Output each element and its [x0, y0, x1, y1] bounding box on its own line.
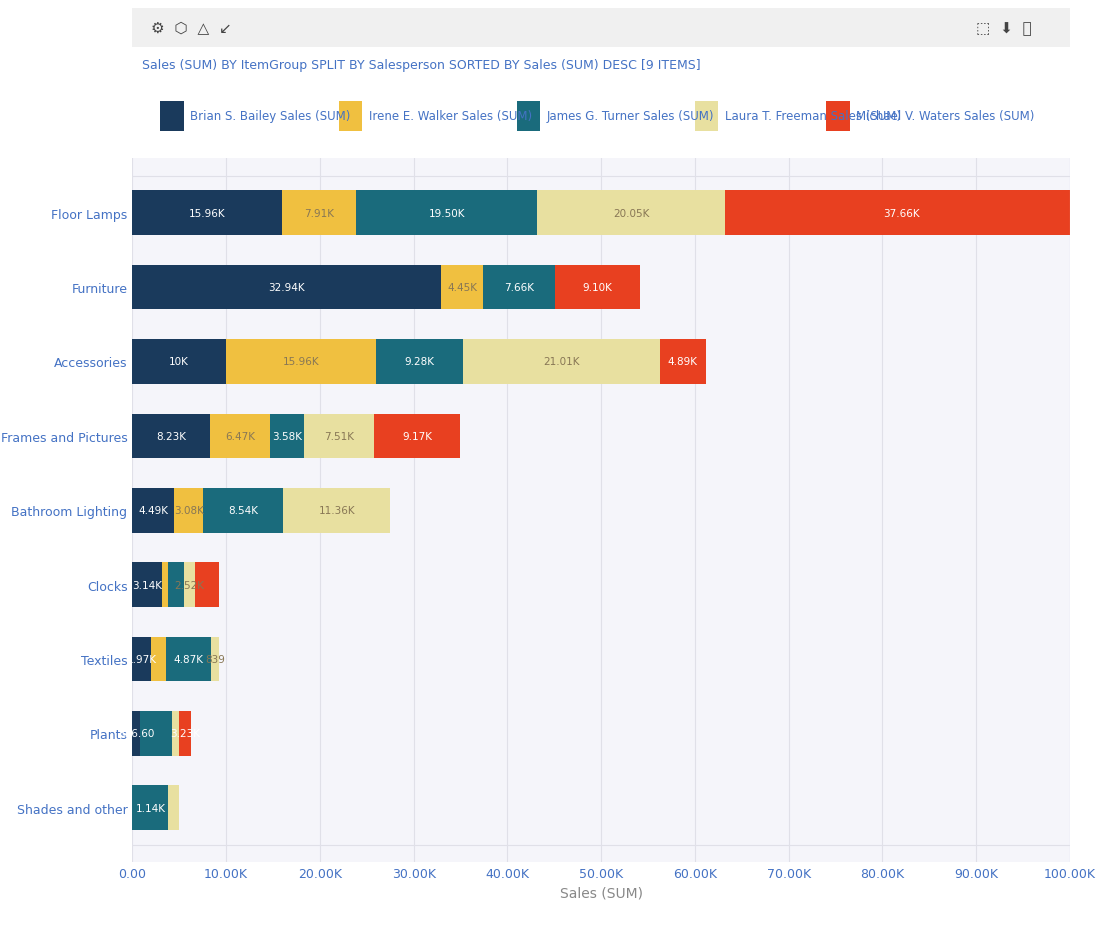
Text: 15.96K: 15.96K: [189, 209, 225, 219]
Text: ⚙  ⬡  △  ↙: ⚙ ⬡ △ ↙: [151, 21, 232, 36]
Text: 4.89K: 4.89K: [667, 357, 698, 367]
Text: 9.10K: 9.10K: [582, 283, 612, 293]
FancyBboxPatch shape: [826, 101, 849, 133]
Text: 32.94K: 32.94K: [268, 283, 306, 293]
Bar: [555, 265, 640, 311]
Bar: [356, 191, 537, 235]
Bar: [132, 265, 441, 311]
Text: Laura T. Freeman Sales (SUM): Laura T. Freeman Sales (SUM): [725, 110, 901, 123]
Text: 15.96K: 15.96K: [282, 357, 319, 367]
Bar: [195, 563, 218, 607]
Bar: [537, 191, 725, 235]
Bar: [140, 711, 172, 756]
Text: 8.54K: 8.54K: [228, 506, 258, 515]
Text: 9.28K: 9.28K: [405, 357, 435, 367]
Bar: [132, 340, 226, 385]
Text: 9.17K: 9.17K: [403, 431, 432, 441]
Text: 10K: 10K: [169, 357, 190, 367]
Text: 37.66K: 37.66K: [884, 209, 920, 219]
Text: 19.50K: 19.50K: [428, 209, 464, 219]
Text: 7.51K: 7.51K: [324, 431, 354, 441]
Text: 8.23K: 8.23K: [156, 431, 186, 441]
Text: 7.66K: 7.66K: [504, 283, 534, 293]
Bar: [270, 414, 303, 459]
Bar: [151, 637, 165, 681]
Text: 2.52K: 2.52K: [174, 580, 205, 590]
Text: Sales (SUM) BY ItemGroup SPLIT BY Salesperson SORTED BY Sales (SUM) DESC [9 ITEM: Sales (SUM) BY ItemGroup SPLIT BY Salesp…: [141, 58, 700, 71]
Bar: [282, 191, 356, 235]
Text: 11.36K: 11.36K: [319, 506, 355, 515]
Bar: [303, 414, 374, 459]
Bar: [169, 563, 184, 607]
Bar: [132, 563, 162, 607]
Text: 21.01K: 21.01K: [543, 357, 579, 367]
Text: 4.45K: 4.45K: [447, 283, 478, 293]
Text: 1.14K: 1.14K: [136, 803, 165, 813]
Bar: [132, 785, 169, 831]
FancyBboxPatch shape: [161, 101, 184, 133]
Bar: [483, 265, 555, 311]
FancyBboxPatch shape: [695, 101, 718, 133]
Bar: [660, 340, 706, 385]
Bar: [283, 489, 389, 533]
Bar: [174, 489, 203, 533]
FancyBboxPatch shape: [339, 101, 362, 133]
Bar: [376, 340, 463, 385]
X-axis label: Sales (SUM): Sales (SUM): [559, 885, 643, 899]
Text: Michael V. Waters Sales (SUM): Michael V. Waters Sales (SUM): [856, 110, 1035, 123]
Bar: [725, 191, 1078, 235]
Bar: [210, 414, 270, 459]
Text: 20.05K: 20.05K: [613, 209, 650, 219]
Text: 4.87K: 4.87K: [173, 654, 204, 665]
Text: 1.97K: 1.97K: [127, 654, 157, 665]
Text: 4.49K: 4.49K: [138, 506, 169, 515]
Text: 3.14K: 3.14K: [132, 580, 162, 590]
Bar: [132, 414, 210, 459]
Bar: [132, 489, 174, 533]
Text: 3.58K: 3.58K: [272, 431, 302, 441]
Text: 3.08K: 3.08K: [174, 506, 204, 515]
Text: 6.47K: 6.47K: [225, 431, 255, 441]
Text: James G. Turner Sales (SUM): James G. Turner Sales (SUM): [547, 110, 715, 123]
Bar: [132, 637, 151, 681]
Text: 3.23K: 3.23K: [170, 729, 200, 739]
Bar: [226, 340, 376, 385]
Text: Brian S. Bailey Sales (SUM): Brian S. Bailey Sales (SUM): [191, 110, 351, 123]
Bar: [162, 563, 169, 607]
Bar: [172, 711, 180, 756]
Bar: [132, 191, 282, 235]
Text: 836.60: 836.60: [118, 729, 154, 739]
Text: Irene E. Walker Sales (SUM): Irene E. Walker Sales (SUM): [368, 110, 532, 123]
Bar: [374, 414, 460, 459]
FancyBboxPatch shape: [516, 101, 540, 133]
Bar: [180, 711, 191, 756]
Bar: [212, 637, 219, 681]
Bar: [203, 489, 283, 533]
Bar: [169, 785, 179, 831]
Bar: [165, 637, 212, 681]
Bar: [184, 563, 195, 607]
Bar: [132, 711, 140, 756]
Bar: [441, 265, 483, 311]
Text: 7.91K: 7.91K: [304, 209, 334, 219]
Text: 839: 839: [205, 654, 225, 665]
Text: ⬚  ⬇  ⤢: ⬚ ⬇ ⤢: [976, 21, 1032, 36]
Bar: [463, 340, 660, 385]
